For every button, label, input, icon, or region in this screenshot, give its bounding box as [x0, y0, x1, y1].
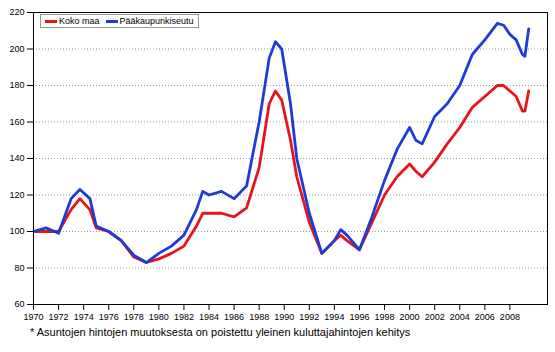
- svg-text:140: 140: [9, 153, 24, 163]
- svg-text:60: 60: [14, 299, 24, 309]
- svg-text:2002: 2002: [425, 312, 445, 322]
- html-text:* Asuntojen hintojen muutokses: * Asuntojen hintojen muutoksesta on pois…: [30, 326, 411, 338]
- svg-text:1980: 1980: [149, 312, 169, 322]
- svg-text:1992: 1992: [299, 312, 319, 322]
- svg-text:1982: 1982: [174, 312, 194, 322]
- svg-text:1994: 1994: [324, 312, 344, 322]
- svg-text:220: 220: [9, 7, 24, 17]
- svg-text:2008: 2008: [500, 312, 520, 322]
- svg-text:1984: 1984: [199, 312, 219, 322]
- svg-text:160: 160: [9, 117, 24, 127]
- svg-text:1976: 1976: [99, 312, 119, 322]
- svg-text:120: 120: [9, 190, 24, 200]
- svg-text:1970: 1970: [23, 312, 43, 322]
- svg-text:1988: 1988: [249, 312, 269, 322]
- svg-text:200: 200: [9, 44, 24, 54]
- svg-text:1998: 1998: [375, 312, 395, 322]
- svg-text:2004: 2004: [450, 312, 470, 322]
- svg-text:180: 180: [9, 80, 24, 90]
- svg-text:1972: 1972: [49, 312, 69, 322]
- svg-text:1978: 1978: [124, 312, 144, 322]
- svg-text:2006: 2006: [475, 312, 495, 322]
- html-text:Pääkaupunkiseutu: Pääkaupunkiseutu: [119, 16, 194, 26]
- svg-text:100: 100: [9, 226, 24, 236]
- svg-text:1990: 1990: [274, 312, 294, 322]
- svg-text:80: 80: [14, 263, 24, 273]
- html-text:Koko maa: Koko maa: [59, 16, 100, 26]
- svg-text:1974: 1974: [74, 312, 94, 322]
- svg-text:1986: 1986: [224, 312, 244, 322]
- svg-text:1996: 1996: [349, 312, 369, 322]
- svg-text:2000: 2000: [400, 312, 420, 322]
